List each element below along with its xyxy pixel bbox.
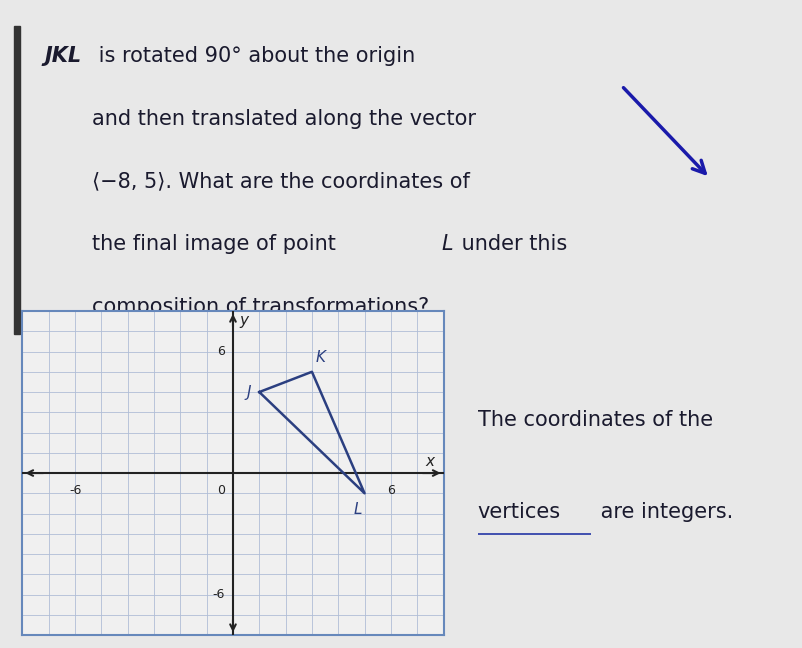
Text: 6: 6 (217, 345, 225, 358)
Text: 6: 6 (387, 484, 395, 497)
Text: J: J (247, 384, 251, 400)
Text: 0: 0 (217, 484, 225, 497)
Text: is rotated 90° about the origin: is rotated 90° about the origin (92, 46, 415, 66)
Text: -6: -6 (213, 588, 225, 601)
Text: vertices: vertices (477, 502, 561, 522)
Text: y: y (239, 312, 248, 328)
Text: the final image of point: the final image of point (92, 235, 342, 254)
Text: and then translated along the vector: and then translated along the vector (92, 109, 476, 129)
Text: L: L (441, 235, 452, 254)
Text: The coordinates of the: The coordinates of the (477, 410, 713, 430)
Text: x: x (426, 454, 435, 469)
Text: are integers.: are integers. (594, 502, 734, 522)
Text: composition of transformations?: composition of transformations? (92, 297, 430, 317)
Text: under this: under this (455, 235, 567, 254)
Text: L: L (354, 502, 362, 517)
Bar (14, 26, 20, 334)
Text: -6: -6 (69, 484, 81, 497)
Text: K: K (316, 350, 326, 365)
Text: JKL: JKL (44, 46, 81, 66)
Text: ⟨−8, 5⟩. What are the coordinates of: ⟨−8, 5⟩. What are the coordinates of (92, 172, 470, 192)
